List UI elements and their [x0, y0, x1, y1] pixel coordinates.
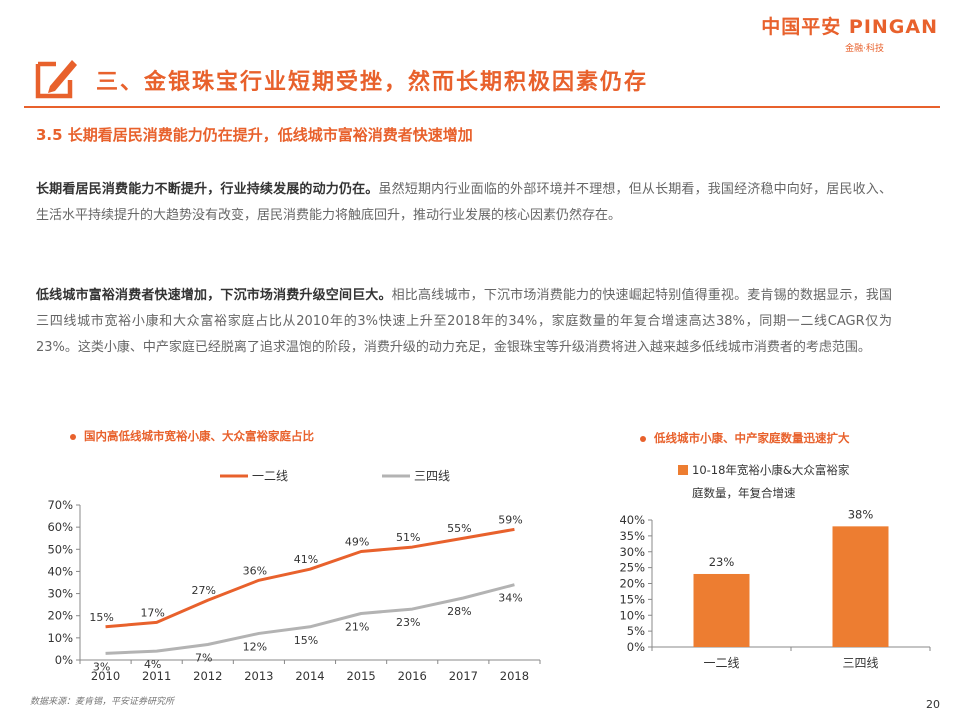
- y-tick-label: 50%: [47, 542, 73, 556]
- x-tick-label: 2010: [91, 669, 120, 683]
- data-label: 27%: [192, 584, 216, 597]
- legend-label-cagr-line2: 庭数量，年复合增速: [692, 486, 796, 500]
- paragraph-lead: 低线城市富裕消费者快速增加，下沉市场消费升级空间巨大。: [36, 288, 392, 303]
- series-line-tier3: [105, 583, 515, 655]
- logo-tagline: 金融·科技: [845, 44, 884, 54]
- data-label: 12%: [243, 640, 267, 653]
- bar-data-label: 23%: [709, 555, 735, 569]
- y-tick-label: 0%: [627, 640, 645, 654]
- y-tick-label: 10%: [47, 631, 73, 645]
- y-tick-label: 70%: [47, 498, 73, 512]
- y-tick-label: 15%: [619, 592, 645, 606]
- data-label: 17%: [140, 606, 164, 619]
- legend-label-cagr-line1: 10-18年宽裕小康&大众富裕家: [692, 463, 850, 477]
- x-category-label: 三四线: [842, 656, 878, 670]
- bullet-icon: [640, 435, 646, 442]
- line-chart: 一二线 三四线 0% 10% 20% 30% 40% 50% 60% 70% 2010 2011 2…: [47, 469, 541, 683]
- bar-chart-title: 低线城市小康、中产家庭数量迅速扩大: [640, 430, 850, 446]
- x-tick-label: 2017: [449, 669, 478, 683]
- paragraph-lead: 长期看居民消费能力不断提升，行业持续发展的动力仍在。: [36, 182, 379, 197]
- data-source-note: 数据来源：麦肯锡，平安证券研究所: [30, 697, 175, 707]
- data-label: 49%: [345, 536, 369, 549]
- data-label: 3%: [93, 660, 110, 673]
- data-label: 59%: [498, 513, 522, 526]
- y-tick-label: 20%: [47, 609, 73, 623]
- data-label: 21%: [345, 621, 369, 634]
- x-tick-label: 2016: [398, 669, 427, 683]
- data-label: 7%: [195, 652, 212, 665]
- logo-text: 中国平安 PINGAN: [761, 16, 938, 38]
- y-tick-label: 60%: [47, 520, 73, 534]
- data-label: 15%: [89, 611, 113, 624]
- brand-logo: 中国平安 PINGAN 金融·科技: [761, 12, 938, 54]
- y-tick-label: 30%: [619, 545, 645, 559]
- title-divider: [24, 106, 940, 108]
- x-tick-label: 2014: [295, 669, 324, 683]
- page-number: 20: [926, 698, 940, 711]
- data-label: 28%: [447, 605, 471, 618]
- y-tick-label: 40%: [47, 564, 73, 578]
- data-label: 15%: [294, 634, 318, 647]
- x-tick-label: 2012: [193, 669, 222, 683]
- bar-tier3: [832, 526, 889, 647]
- paragraph-body: 虽然短期内行业面临的外部环境并不理想，但从长期看，我国经济稳中向好，居民收入、生…: [36, 182, 892, 223]
- data-label: 51%: [396, 531, 420, 544]
- bullet-icon: [70, 433, 76, 440]
- y-tick-label: 0%: [55, 653, 73, 667]
- x-category-label: 一二线: [703, 656, 739, 670]
- paragraph-consumption: 长期看居民消费能力不断提升，行业持续发展的动力仍在。虽然短期内行业面临的外部环境…: [36, 177, 892, 229]
- section-subtitle: 3.5 长期看居民消费能力仍在提升，低线城市富裕消费者快速增加: [36, 126, 473, 144]
- pencil-in-box-icon: [35, 60, 77, 99]
- y-tick-label: 20%: [619, 577, 645, 591]
- data-label: 55%: [447, 522, 471, 535]
- y-tick-label: 5%: [627, 624, 645, 638]
- data-label: 23%: [396, 616, 420, 629]
- y-tick-label: 35%: [619, 529, 645, 543]
- paragraph-lower-tier-cities: 低线城市富裕消费者快速增加，下沉市场消费升级空间巨大。相比高线城市，下沉市场消费…: [36, 283, 892, 361]
- series-line-tier1: [105, 527, 515, 629]
- y-tick-label: 10%: [619, 608, 645, 622]
- legend-label-tier3: 三四线: [414, 469, 450, 483]
- x-tick-label: 2015: [346, 669, 375, 683]
- bar-chart: 10-18年宽裕小康&大众富裕家 庭数量，年复合增速 0% 5% 10% 15%20%…: [619, 463, 931, 670]
- line-chart-title: 国内高低线城市宽裕小康、大众富裕家庭占比: [70, 428, 314, 444]
- paragraph-body: 相比高线城市，下沉市场消费能力的快速崛起特别值得重视。麦肯锡的数据显示，我国三四…: [36, 288, 892, 355]
- y-tick-label: 40%: [619, 513, 645, 527]
- x-tick-label: 2013: [244, 669, 273, 683]
- data-label: 41%: [294, 553, 318, 566]
- legend-label-tier1: 一二线: [252, 469, 288, 483]
- y-tick-label: 30%: [47, 587, 73, 601]
- data-label: 4%: [144, 658, 161, 671]
- data-label: 36%: [243, 564, 267, 577]
- page-title: 三、金银珠宝行业短期受挫，然而长期积极因素仍存: [96, 69, 649, 95]
- y-tick-label: 25%: [619, 561, 645, 575]
- legend-swatch-cagr: [678, 465, 688, 475]
- x-tick-label: 2011: [142, 669, 171, 683]
- data-label: 34%: [498, 592, 522, 605]
- bar-tier1: [693, 573, 750, 647]
- x-tick-label: 2018: [500, 669, 529, 683]
- bar-data-label: 38%: [848, 507, 874, 521]
